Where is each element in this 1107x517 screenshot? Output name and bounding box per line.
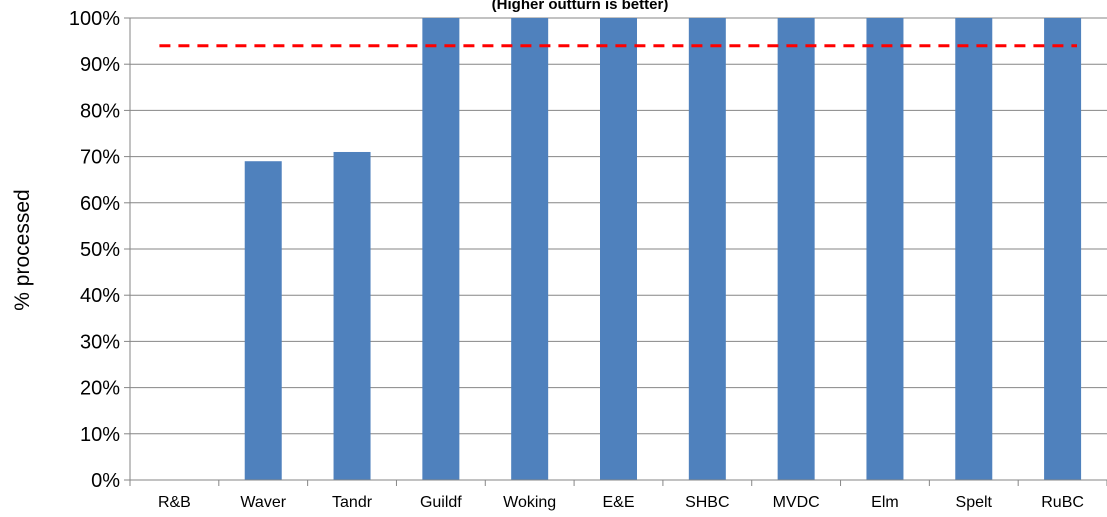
y-axis-label: % processed xyxy=(11,189,34,310)
bar xyxy=(777,18,815,480)
y-tick-label: 0% xyxy=(91,470,120,492)
y-tick-label: 100% xyxy=(69,8,120,30)
x-tick-label: SHBC xyxy=(685,494,729,511)
y-tick-label: 30% xyxy=(80,331,120,353)
x-tick-label: Guildf xyxy=(420,494,462,511)
bar xyxy=(688,18,726,480)
chart-subtitle: (Higher outturn is better) xyxy=(492,0,669,13)
x-tick-label: Elm xyxy=(871,494,899,511)
x-tick-labels: R&B Waver Tandr Guildf Woking E&E SHBC MVDC Elm S… xyxy=(158,494,1084,511)
y-tick-label: 80% xyxy=(80,100,120,122)
x-tick-label: E&E xyxy=(602,494,634,511)
bar xyxy=(333,151,371,481)
bar xyxy=(600,18,637,480)
bar xyxy=(866,18,904,480)
bar xyxy=(244,161,282,480)
y-tick-label: 40% xyxy=(80,285,120,307)
x-tick-label: Spelt xyxy=(956,494,993,511)
axes xyxy=(129,18,1107,486)
bar xyxy=(1044,18,1082,480)
bar xyxy=(955,18,993,480)
y-tick-label: 20% xyxy=(80,378,120,400)
x-tick-label: Tandr xyxy=(332,494,373,511)
y-tick-labels: 0% 10% 20% 30% 40% 50% 60% 70% 80% 90% 100% xyxy=(69,8,120,492)
y-tick-label: 50% xyxy=(80,239,120,261)
y-tick-label: 70% xyxy=(80,147,120,169)
x-tick-label: MVDC xyxy=(773,494,820,511)
x-tick-label: RuBC xyxy=(1041,494,1084,511)
bar xyxy=(511,18,549,480)
y-tick-label: 90% xyxy=(80,54,120,76)
x-tick-label: Waver xyxy=(240,494,286,511)
x-tick-label: Woking xyxy=(503,494,556,511)
bar xyxy=(422,18,460,480)
bars xyxy=(244,18,1082,481)
y-tick-label: 10% xyxy=(80,424,120,446)
y-tick-label: 60% xyxy=(80,193,120,215)
x-tick-label: R&B xyxy=(158,494,191,511)
